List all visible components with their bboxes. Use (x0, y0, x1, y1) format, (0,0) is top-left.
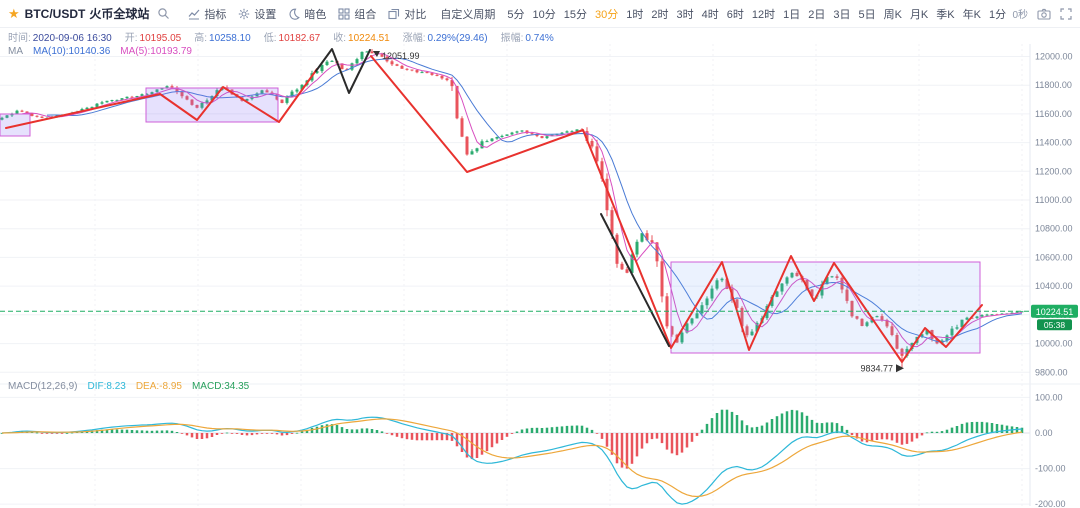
svg-text:11200.00: 11200.00 (1035, 166, 1072, 176)
timeframe-季K[interactable]: 季K (936, 8, 955, 21)
timeframe-5日[interactable]: 5日 (858, 8, 876, 21)
svg-text:10224.51: 10224.51 (1036, 307, 1074, 317)
timeframe-5分[interactable]: 5分 (507, 8, 525, 21)
svg-text:05:38: 05:38 (1044, 320, 1066, 330)
timeframe-list: 5分 10分 15分 30分 1时 2时 3时 4时 6时 12时 1日 2日 3日 5日 周K 月K 季K 年K… (507, 6, 1006, 22)
ma-ma10-value: MA(10):10140.36 (33, 46, 111, 57)
exchange-name: 火币全球站 (89, 7, 150, 21)
timeframe-1分[interactable]: 1分 (988, 8, 1007, 21)
timeframe-2日[interactable]: 2日 (808, 8, 826, 21)
gear-icon (239, 8, 250, 19)
info-open: 开: 10195.05 (124, 32, 182, 44)
svg-text:9800.00: 9800.00 (1035, 367, 1068, 377)
toolbar: ★ BTC/USDT 火币全球站 指标 设置 暗色 组合 对比 自定义周期 5分 10分 1… (0, 0, 1080, 28)
indicator-icon (188, 9, 200, 19)
timeframe-6时[interactable]: 6时 (726, 8, 744, 21)
moon-icon (289, 8, 301, 20)
svg-text:-100.00: -100.00 (1035, 464, 1066, 474)
timeframe-周K[interactable]: 周K (883, 8, 902, 21)
svg-text:0.00: 0.00 (1035, 428, 1053, 438)
menu-compare[interactable]: 对比 (388, 6, 426, 22)
symbol-name: BTC/USDT (24, 6, 86, 21)
fullscreen-icon[interactable] (1060, 7, 1072, 20)
info-close: 收: 10224.51 (333, 32, 390, 44)
macd-dea-value: DEA:-8.95 (135, 381, 182, 392)
timeframe-15分[interactable]: 15分 (563, 8, 587, 21)
svg-text:10600.00: 10600.00 (1035, 252, 1073, 262)
svg-text:100.00: 100.00 (1035, 392, 1063, 402)
chart-canvas[interactable]: 12000.00 11800.00 11600.00 11400.00 11200.00… (0, 44, 1080, 508)
menu-combo[interactable]: 组合 (338, 6, 376, 22)
svg-text:12051.99: 12051.99 (382, 51, 420, 61)
timeframe-4时[interactable]: 4时 (701, 8, 719, 21)
search-icon[interactable] (157, 7, 170, 20)
info-change: 涨幅: 0.29%(29.46) (402, 32, 488, 44)
toolbar-right: 0秒 (1012, 6, 1072, 21)
info-high: 高: 10258.10 (194, 32, 251, 44)
svg-text:11800.00: 11800.00 (1035, 80, 1072, 90)
timeframe-3时[interactable]: 3时 (676, 8, 694, 21)
ma-ma5-value: MA(5):10193.79 (120, 46, 192, 57)
timeframe-年K[interactable]: 年K (962, 8, 981, 21)
timeframe-1日[interactable]: 1日 (783, 8, 801, 21)
timeframe-10分[interactable]: 10分 (532, 8, 556, 21)
macd-macd-value: MACD:34.35 (191, 381, 250, 392)
menu-dark[interactable]: 暗色 (288, 6, 326, 22)
svg-text:10400.00: 10400.00 (1035, 281, 1073, 291)
timeframe-3日[interactable]: 3日 (833, 8, 851, 21)
info-time: 时间: 2020-09-06 16:30 (8, 32, 112, 44)
menu-settings[interactable]: 设置 (238, 6, 276, 22)
timeframe-月K[interactable]: 月K (909, 8, 929, 21)
refresh-countdown: 0秒 (1012, 10, 1028, 21)
svg-text:-200.00: -200.00 (1035, 499, 1066, 508)
info-bar: 时间: 2020-09-06 16:30 开: 10195.05 高: 10258.10 低… (0, 28, 562, 44)
macd-dif-value: DIF:8.23 (87, 381, 126, 392)
compare-icon (388, 8, 400, 19)
screenshot-camera-icon[interactable] (1037, 8, 1051, 20)
ma-legend-title: MA (8, 46, 23, 57)
timeframe-30分[interactable]: 30分 (594, 8, 619, 21)
custom-period-button[interactable]: 自定义周期 (440, 8, 496, 21)
svg-text:11600.00: 11600.00 (1035, 109, 1072, 119)
info-amplitude: 振幅: 0.74% (500, 32, 554, 44)
svg-text:10000.00: 10000.00 (1035, 339, 1073, 349)
svg-text:9834.77: 9834.77 (860, 363, 893, 373)
svg-text:12000.00: 12000.00 (1035, 52, 1073, 62)
favorite-star-icon[interactable]: ★ (8, 5, 20, 21)
macd-legend-title: MACD(12,26,9) (8, 381, 78, 392)
info-low: 低: 10182.67 (263, 32, 321, 44)
timeframe-1时[interactable]: 1时 (626, 8, 644, 21)
svg-text:11400.00: 11400.00 (1035, 138, 1072, 148)
menu-indicator[interactable]: 指标 (188, 6, 226, 22)
timeframe-12时[interactable]: 12时 (751, 8, 776, 21)
svg-text:11000.00: 11000.00 (1035, 195, 1072, 205)
layout-grid-icon (338, 7, 350, 20)
macd-legend: MACD(12,26,9) DIF:8.23 DEA:-8.95 MACD:34.3… (8, 381, 249, 392)
timeframe-2时[interactable]: 2时 (651, 8, 669, 21)
svg-text:10800.00: 10800.00 (1035, 224, 1073, 234)
toolbar-menu: 指标 设置 暗色 组合 对比 (188, 6, 426, 22)
ma-legend: MA MA(10):10140.36 MA(5):10193.79 (8, 46, 192, 57)
